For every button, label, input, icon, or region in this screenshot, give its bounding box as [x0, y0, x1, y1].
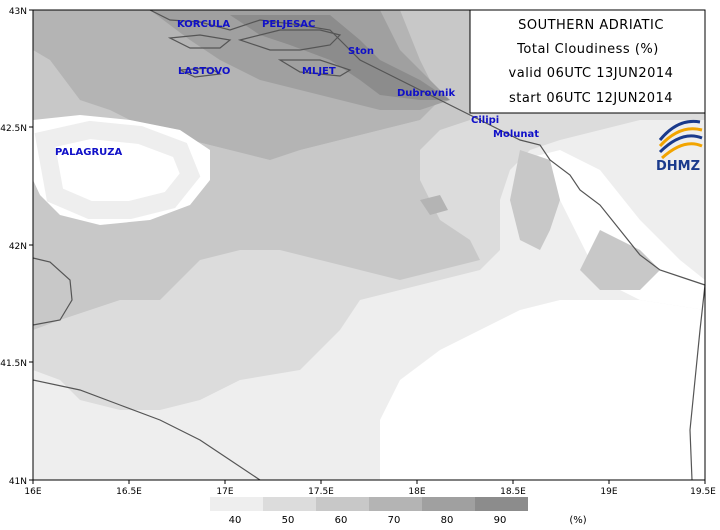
lon-label: 18E: [408, 487, 425, 497]
place-labels: KORCULA PELJESAC Ston LASTOVO MLJET Dubr…: [55, 19, 539, 158]
title-line-region: SOUTHERN ADRIATIC: [518, 18, 664, 33]
place-molunat: Molunat: [493, 129, 539, 140]
legend-label: 70: [388, 515, 401, 526]
lon-label: 18.5E: [500, 487, 526, 497]
italian-coast-south: [32, 379, 261, 481]
contour-60-southeast: [580, 230, 660, 290]
lon-label: 19.5E: [690, 487, 716, 497]
longitude-labels: 16E 16.5E 17E 17.5E 18E 18.5E 19E 19.5E: [24, 487, 716, 497]
lat-label: 43N: [9, 7, 27, 17]
place-mljet: MLJET: [302, 66, 336, 77]
clear-sky-area-south: [380, 300, 705, 480]
legend-label: 40: [229, 515, 242, 526]
dhmz-swirl-icon: [658, 119, 703, 160]
croatian-coast: [149, 9, 706, 286]
contour-40-west-ring: [34, 120, 201, 219]
lon-label: 19E: [600, 487, 617, 497]
cloud-contours: [33, 10, 705, 480]
title-line-variable: Total Cloudiness (%): [516, 42, 659, 57]
lat-label: 42N: [9, 242, 27, 252]
legend-swatch: [369, 497, 422, 511]
place-peljesac: PELJESAC: [262, 19, 315, 30]
legend-label: 60: [335, 515, 348, 526]
legend-swatch: [263, 497, 316, 511]
mljet-island: [277, 59, 352, 77]
legend-unit: (%): [569, 515, 586, 526]
legend-swatch: [422, 497, 475, 511]
place-dubrovnik: Dubrovnik: [397, 88, 455, 99]
italian-coast-west: [32, 257, 73, 326]
legend: [210, 497, 528, 511]
place-lastovo: LASTOVO: [178, 66, 230, 77]
lon-label: 16.5E: [116, 487, 142, 497]
lon-label: 16E: [24, 487, 41, 497]
lastovo-island: [179, 67, 222, 78]
axis-ticks: [29, 9, 706, 484]
title-line-valid: valid 06UTC 13JUN2014: [509, 66, 674, 81]
latitude-labels: 43N 42.5N 42N 41.5N 41N: [0, 7, 27, 487]
lat-label: 42.5N: [0, 124, 27, 134]
legend-swatch: [210, 497, 263, 511]
title-line-start: start 06UTC 12JUN2014: [509, 91, 673, 106]
contour-60-east: [510, 150, 560, 250]
title-box-frame: [469, 9, 706, 114]
lat-label: 41N: [9, 477, 27, 487]
legend-swatch: [475, 497, 528, 511]
legend-labels: 40 50 60 70 80 90 (%): [229, 515, 587, 526]
title-box: SOUTHERN ADRIATIC Total Cloudiness (%) v…: [469, 9, 706, 114]
lon-label: 17.5E: [308, 487, 334, 497]
montenegro-coast: [689, 284, 706, 481]
dhmz-logo: DHMZ: [656, 119, 703, 174]
contour-90: [230, 15, 450, 100]
contour-70-patch: [420, 195, 448, 215]
lat-label: 41.5N: [0, 359, 27, 369]
place-cilipi: Cilipi: [471, 115, 499, 126]
legend-label: 80: [441, 515, 454, 526]
legend-label: 50: [282, 515, 295, 526]
place-ston: Ston: [348, 46, 374, 57]
legend-label: 90: [494, 515, 507, 526]
legend-swatch: [316, 497, 369, 511]
dhmz-logo-text: DHMZ: [656, 159, 700, 174]
peljesac-peninsula: [237, 29, 342, 51]
lon-label: 17E: [216, 487, 233, 497]
korcula-island: [167, 34, 232, 49]
place-palagruza: PALAGRUZA: [55, 147, 123, 158]
place-korcula: KORCULA: [177, 19, 230, 30]
coastline: [32, 9, 706, 481]
